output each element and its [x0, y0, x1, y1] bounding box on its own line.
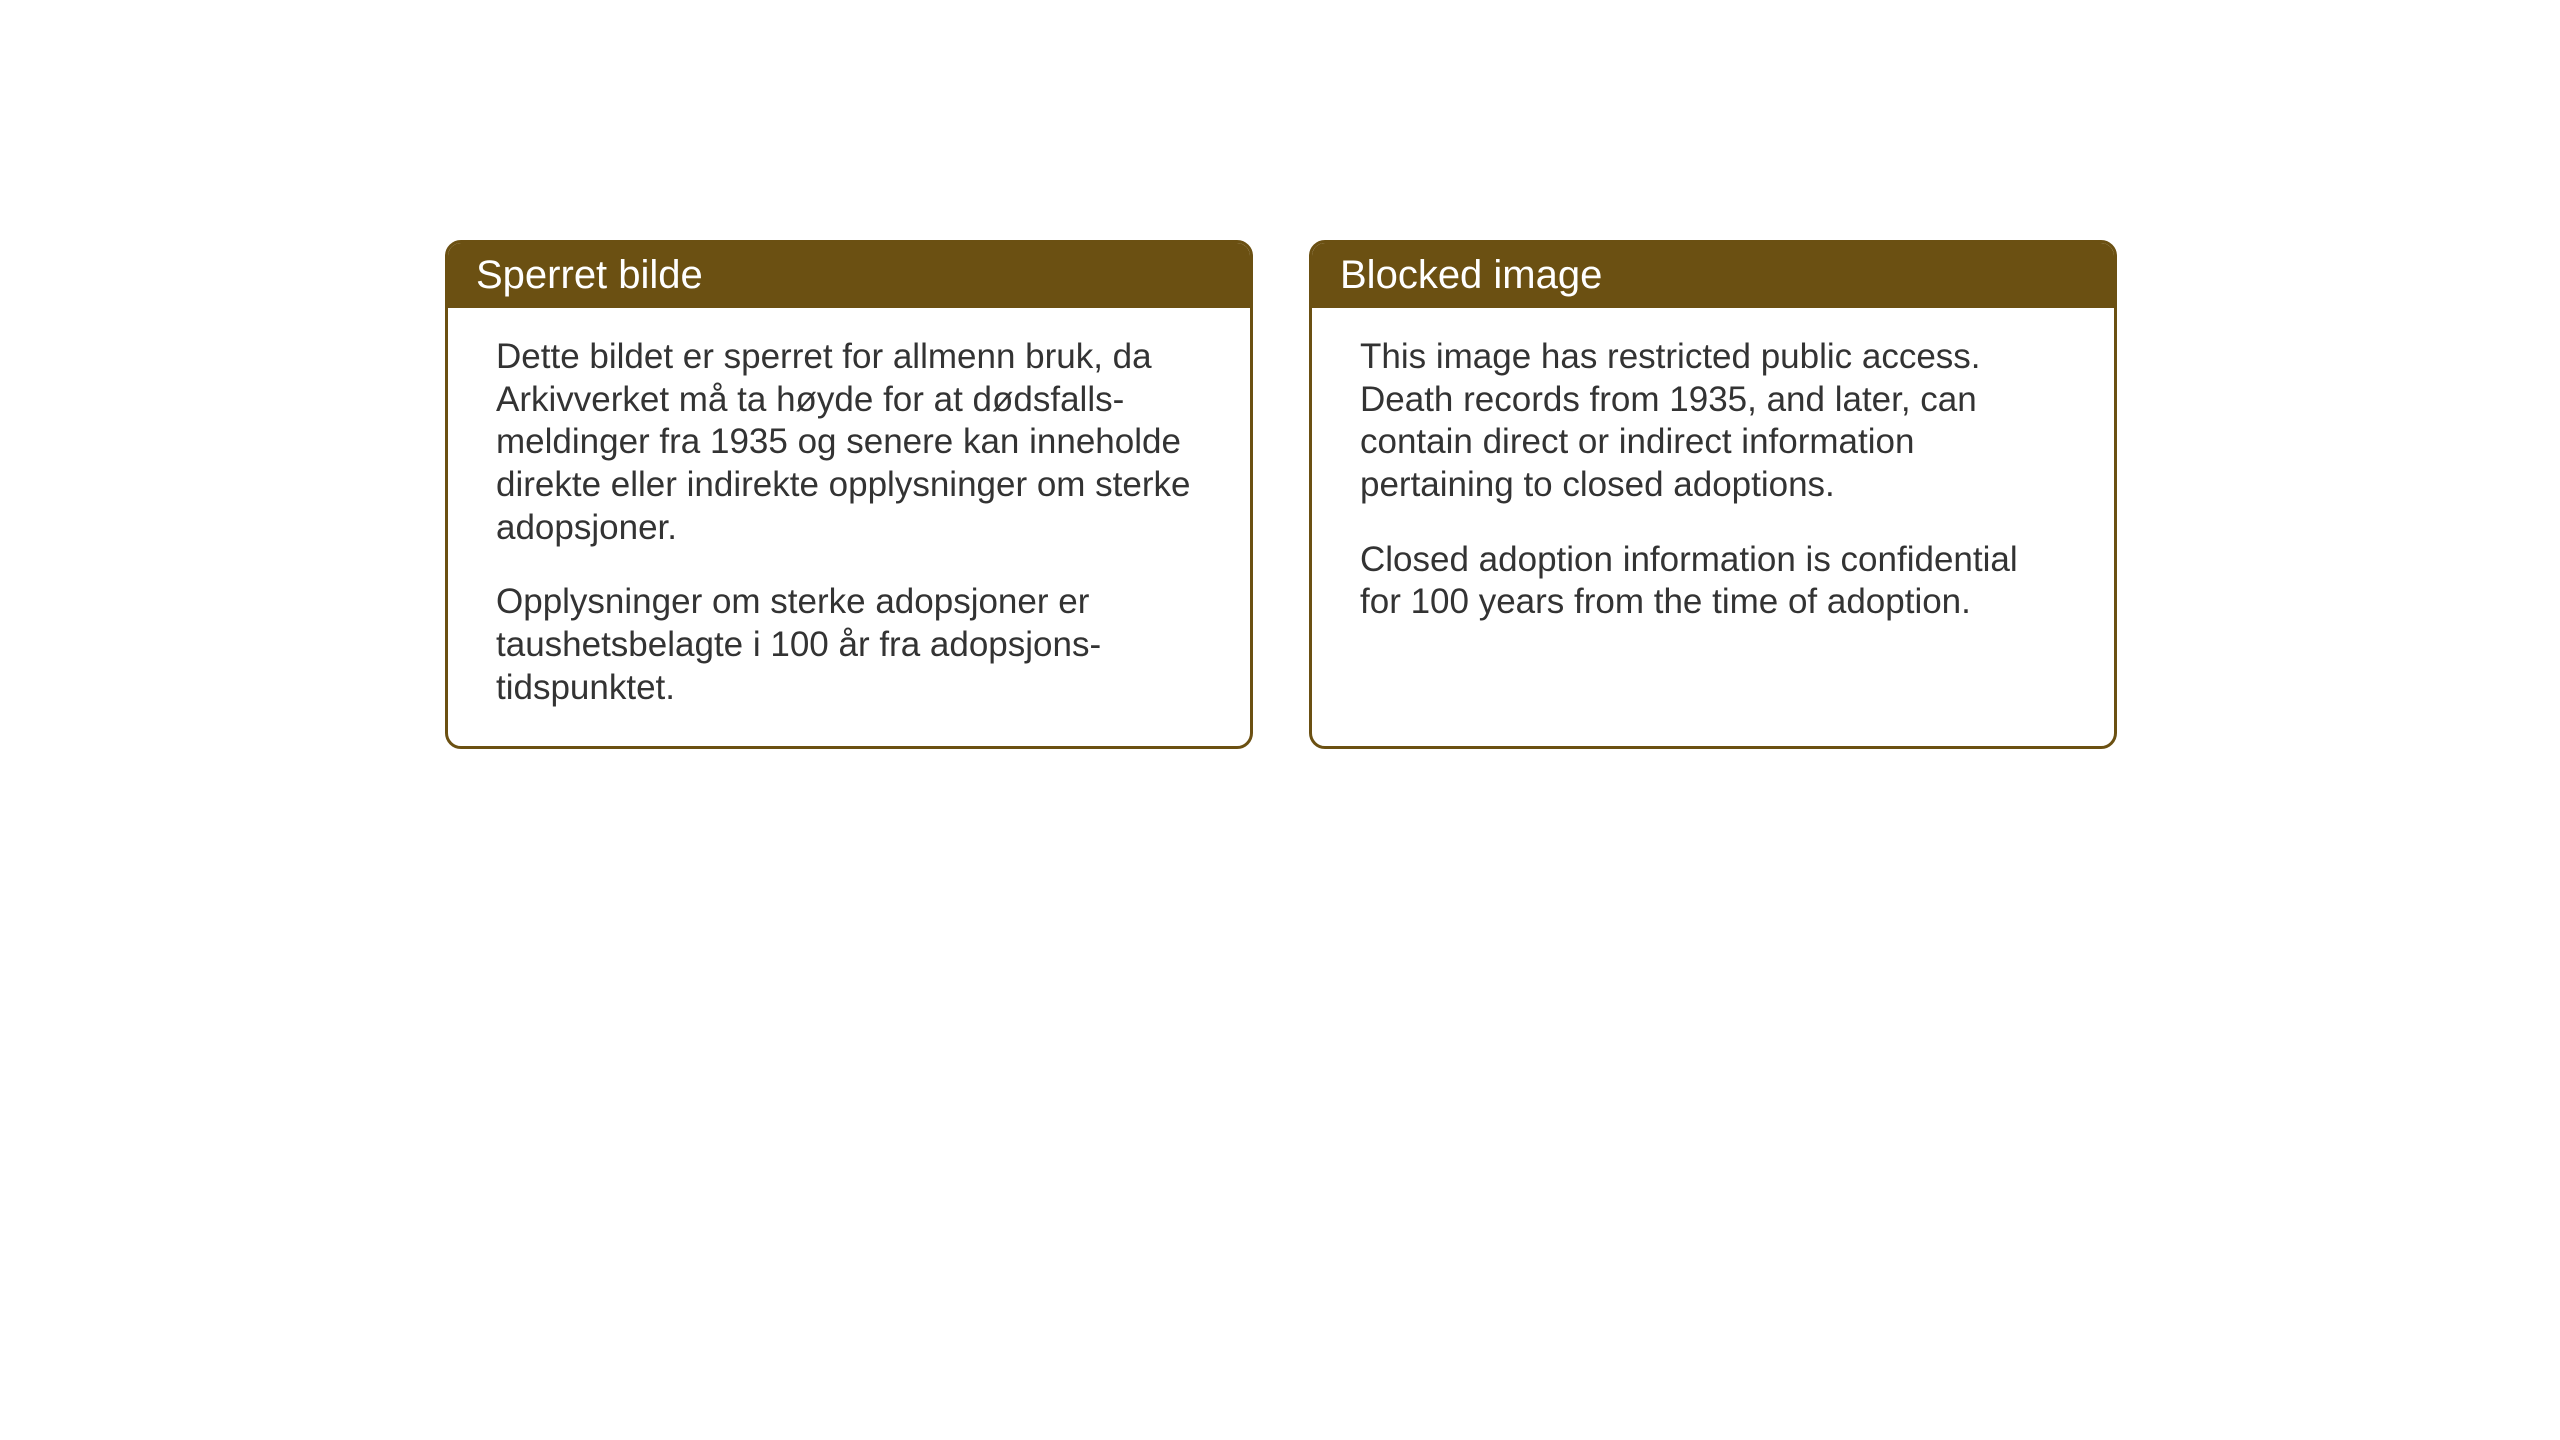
notice-box-english: Blocked image This image has restricted … — [1309, 240, 2117, 749]
notice-body-english: This image has restricted public access.… — [1312, 308, 2114, 660]
notice-box-norwegian: Sperret bilde Dette bildet er sperret fo… — [445, 240, 1253, 749]
notice-paragraph: Opplysninger om sterke adopsjoner er tau… — [496, 581, 1202, 709]
notice-body-norwegian: Dette bildet er sperret for allmenn bruk… — [448, 308, 1250, 746]
notice-paragraph: Closed adoption information is confident… — [1360, 539, 2066, 624]
notice-paragraph: Dette bildet er sperret for allmenn bruk… — [496, 336, 1202, 549]
notice-paragraph: This image has restricted public access.… — [1360, 336, 2066, 507]
notice-header-english: Blocked image — [1312, 243, 2114, 308]
notice-container: Sperret bilde Dette bildet er sperret fo… — [445, 240, 2117, 749]
notice-header-norwegian: Sperret bilde — [448, 243, 1250, 308]
